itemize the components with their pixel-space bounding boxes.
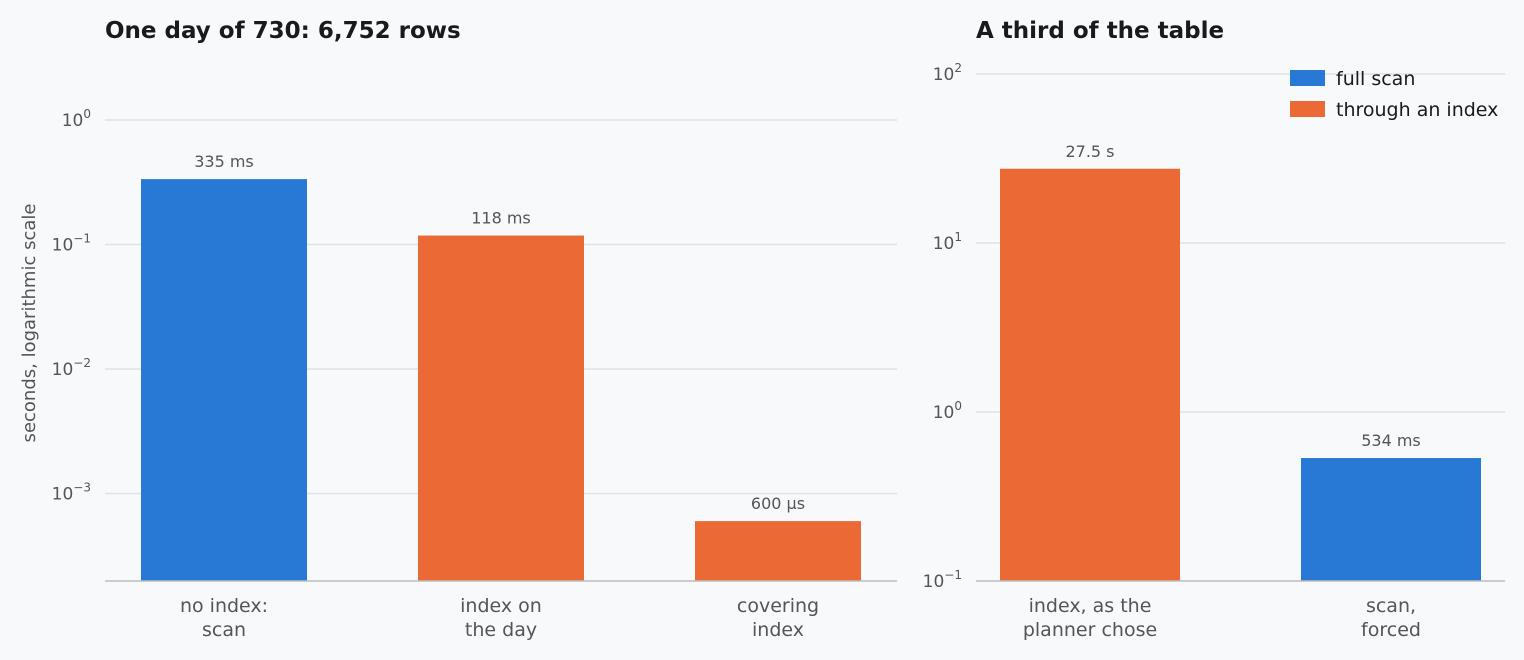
x-tick-label: the day	[465, 619, 537, 641]
y-axis-label: seconds, logarithmic scale	[19, 204, 40, 443]
bar	[695, 521, 861, 581]
x-tick-label: covering	[737, 595, 819, 617]
legend-swatch	[1290, 70, 1325, 86]
y-tick-label: 101	[933, 230, 962, 254]
x-tick-label: index on	[460, 595, 542, 617]
data-label: 118 ms	[471, 209, 531, 228]
left-plot-area: 100 10−1 10−2 10−3 335 ms no index:scan 118 ms…	[52, 107, 897, 641]
left-chart-title: One day of 730: 6,752 rows	[105, 18, 461, 44]
y-tick-label: 100	[62, 107, 91, 131]
y-tick-label: 10−1	[52, 232, 91, 256]
legend-label: through an index	[1336, 99, 1498, 121]
bar	[1000, 168, 1180, 581]
x-tick-label: forced	[1361, 619, 1421, 641]
right-plot-area: 102 101 100 10−1 27.5 s index, as theplanner …	[923, 61, 1505, 641]
y-tick-label: 100	[933, 399, 962, 423]
bar	[141, 179, 307, 581]
y-tick-label: 10−2	[52, 356, 91, 380]
x-tick-label: scan,	[1366, 595, 1416, 617]
x-tick-label: no index:	[180, 595, 268, 617]
x-tick-label: planner chose	[1023, 619, 1157, 641]
right-chart-title: A third of the table	[976, 18, 1224, 44]
bar	[418, 235, 584, 581]
legend: full scan through an index	[1290, 68, 1498, 121]
x-tick-label: index	[752, 619, 804, 641]
y-tick-label: 102	[933, 61, 962, 85]
x-tick-label: index, as the	[1029, 595, 1152, 617]
y-tick-label: 10−3	[52, 481, 91, 505]
y-tick-label: 10−1	[923, 568, 962, 592]
data-label: 534 ms	[1361, 431, 1421, 450]
legend-label: full scan	[1336, 68, 1415, 90]
data-label: 335 ms	[194, 152, 254, 171]
data-label: 600 µs	[751, 494, 805, 513]
data-label: 27.5 s	[1065, 142, 1114, 161]
x-tick-label: scan	[202, 619, 246, 641]
legend-swatch	[1290, 101, 1325, 117]
bar	[1301, 458, 1481, 581]
